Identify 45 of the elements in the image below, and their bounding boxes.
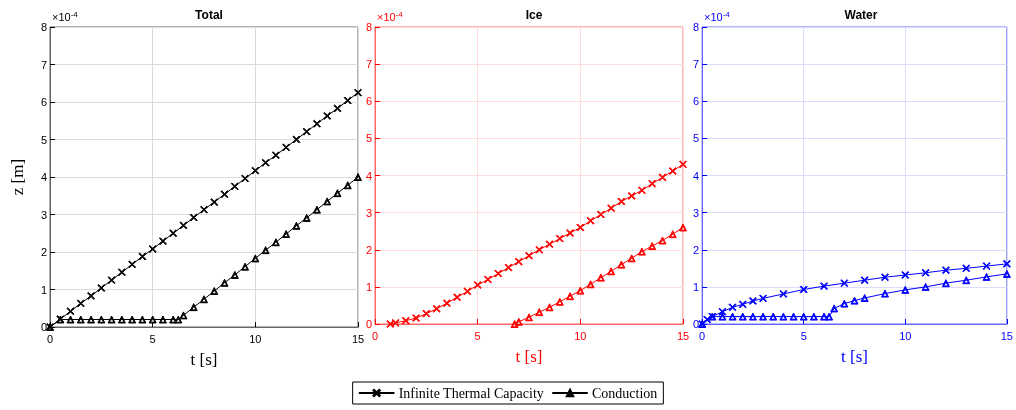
y-tick-label: 7 — [365, 58, 372, 71]
x-tick-label: 15 — [351, 332, 365, 345]
y-tick-label: 8 — [40, 21, 47, 33]
x-axis-title: t [s] — [190, 350, 218, 369]
y-tick-label: 6 — [40, 96, 47, 108]
x-tick-label: 15 — [676, 329, 690, 342]
y-axis-title: z [m] — [8, 158, 27, 196]
y-tick-label: 0 — [365, 318, 372, 330]
y-tick-label: 1 — [692, 280, 700, 293]
y-tick-label: 2 — [40, 246, 47, 258]
x-tick-label: 5 — [474, 329, 481, 342]
x-tick-label: 5 — [800, 329, 807, 342]
x-tick-label: 15 — [1000, 329, 1014, 342]
y-tick-label: 7 — [40, 58, 47, 71]
y-tick-label: 0 — [692, 318, 700, 330]
x-axis-title: t [s] — [515, 347, 543, 366]
legend-label: Infinite Thermal Capacity — [398, 385, 544, 401]
chart-title: Total — [195, 8, 223, 22]
legend-label: Conduction — [592, 385, 658, 401]
y-tick-label: 3 — [692, 206, 700, 219]
x-tick-label: 10 — [574, 329, 587, 342]
y-tick-label: 3 — [365, 206, 372, 219]
y-tick-label: 8 — [692, 21, 700, 33]
y-tick-label: 8 — [365, 21, 372, 33]
y-tick-label: 4 — [692, 169, 700, 182]
y-tick-label: 4 — [365, 169, 372, 182]
y-tick-label: 3 — [40, 208, 47, 221]
y-tick-label: 5 — [692, 132, 700, 145]
y-tick-label: 2 — [365, 243, 372, 256]
x-tick-label: 10 — [249, 332, 262, 345]
x-tick-label: 5 — [149, 332, 156, 345]
x-axis-title: t [s] — [841, 347, 868, 366]
y-tick-label: 7 — [692, 58, 700, 71]
y-tick-label: 0 — [40, 321, 47, 333]
y-tick-label: 4 — [40, 171, 47, 183]
y-tick-label: 6 — [365, 95, 372, 108]
x-tick-label: 10 — [899, 329, 912, 342]
y-tick-label: 2 — [692, 243, 700, 256]
chart-title: Water — [844, 8, 878, 22]
y-tick-label: 5 — [40, 133, 47, 146]
y-tick-label: 6 — [692, 95, 700, 108]
chart-title: Ice — [525, 8, 543, 22]
y-tick-label: 5 — [365, 132, 372, 145]
y-tick-label: 1 — [365, 280, 372, 293]
y-tick-label: 1 — [40, 283, 47, 296]
